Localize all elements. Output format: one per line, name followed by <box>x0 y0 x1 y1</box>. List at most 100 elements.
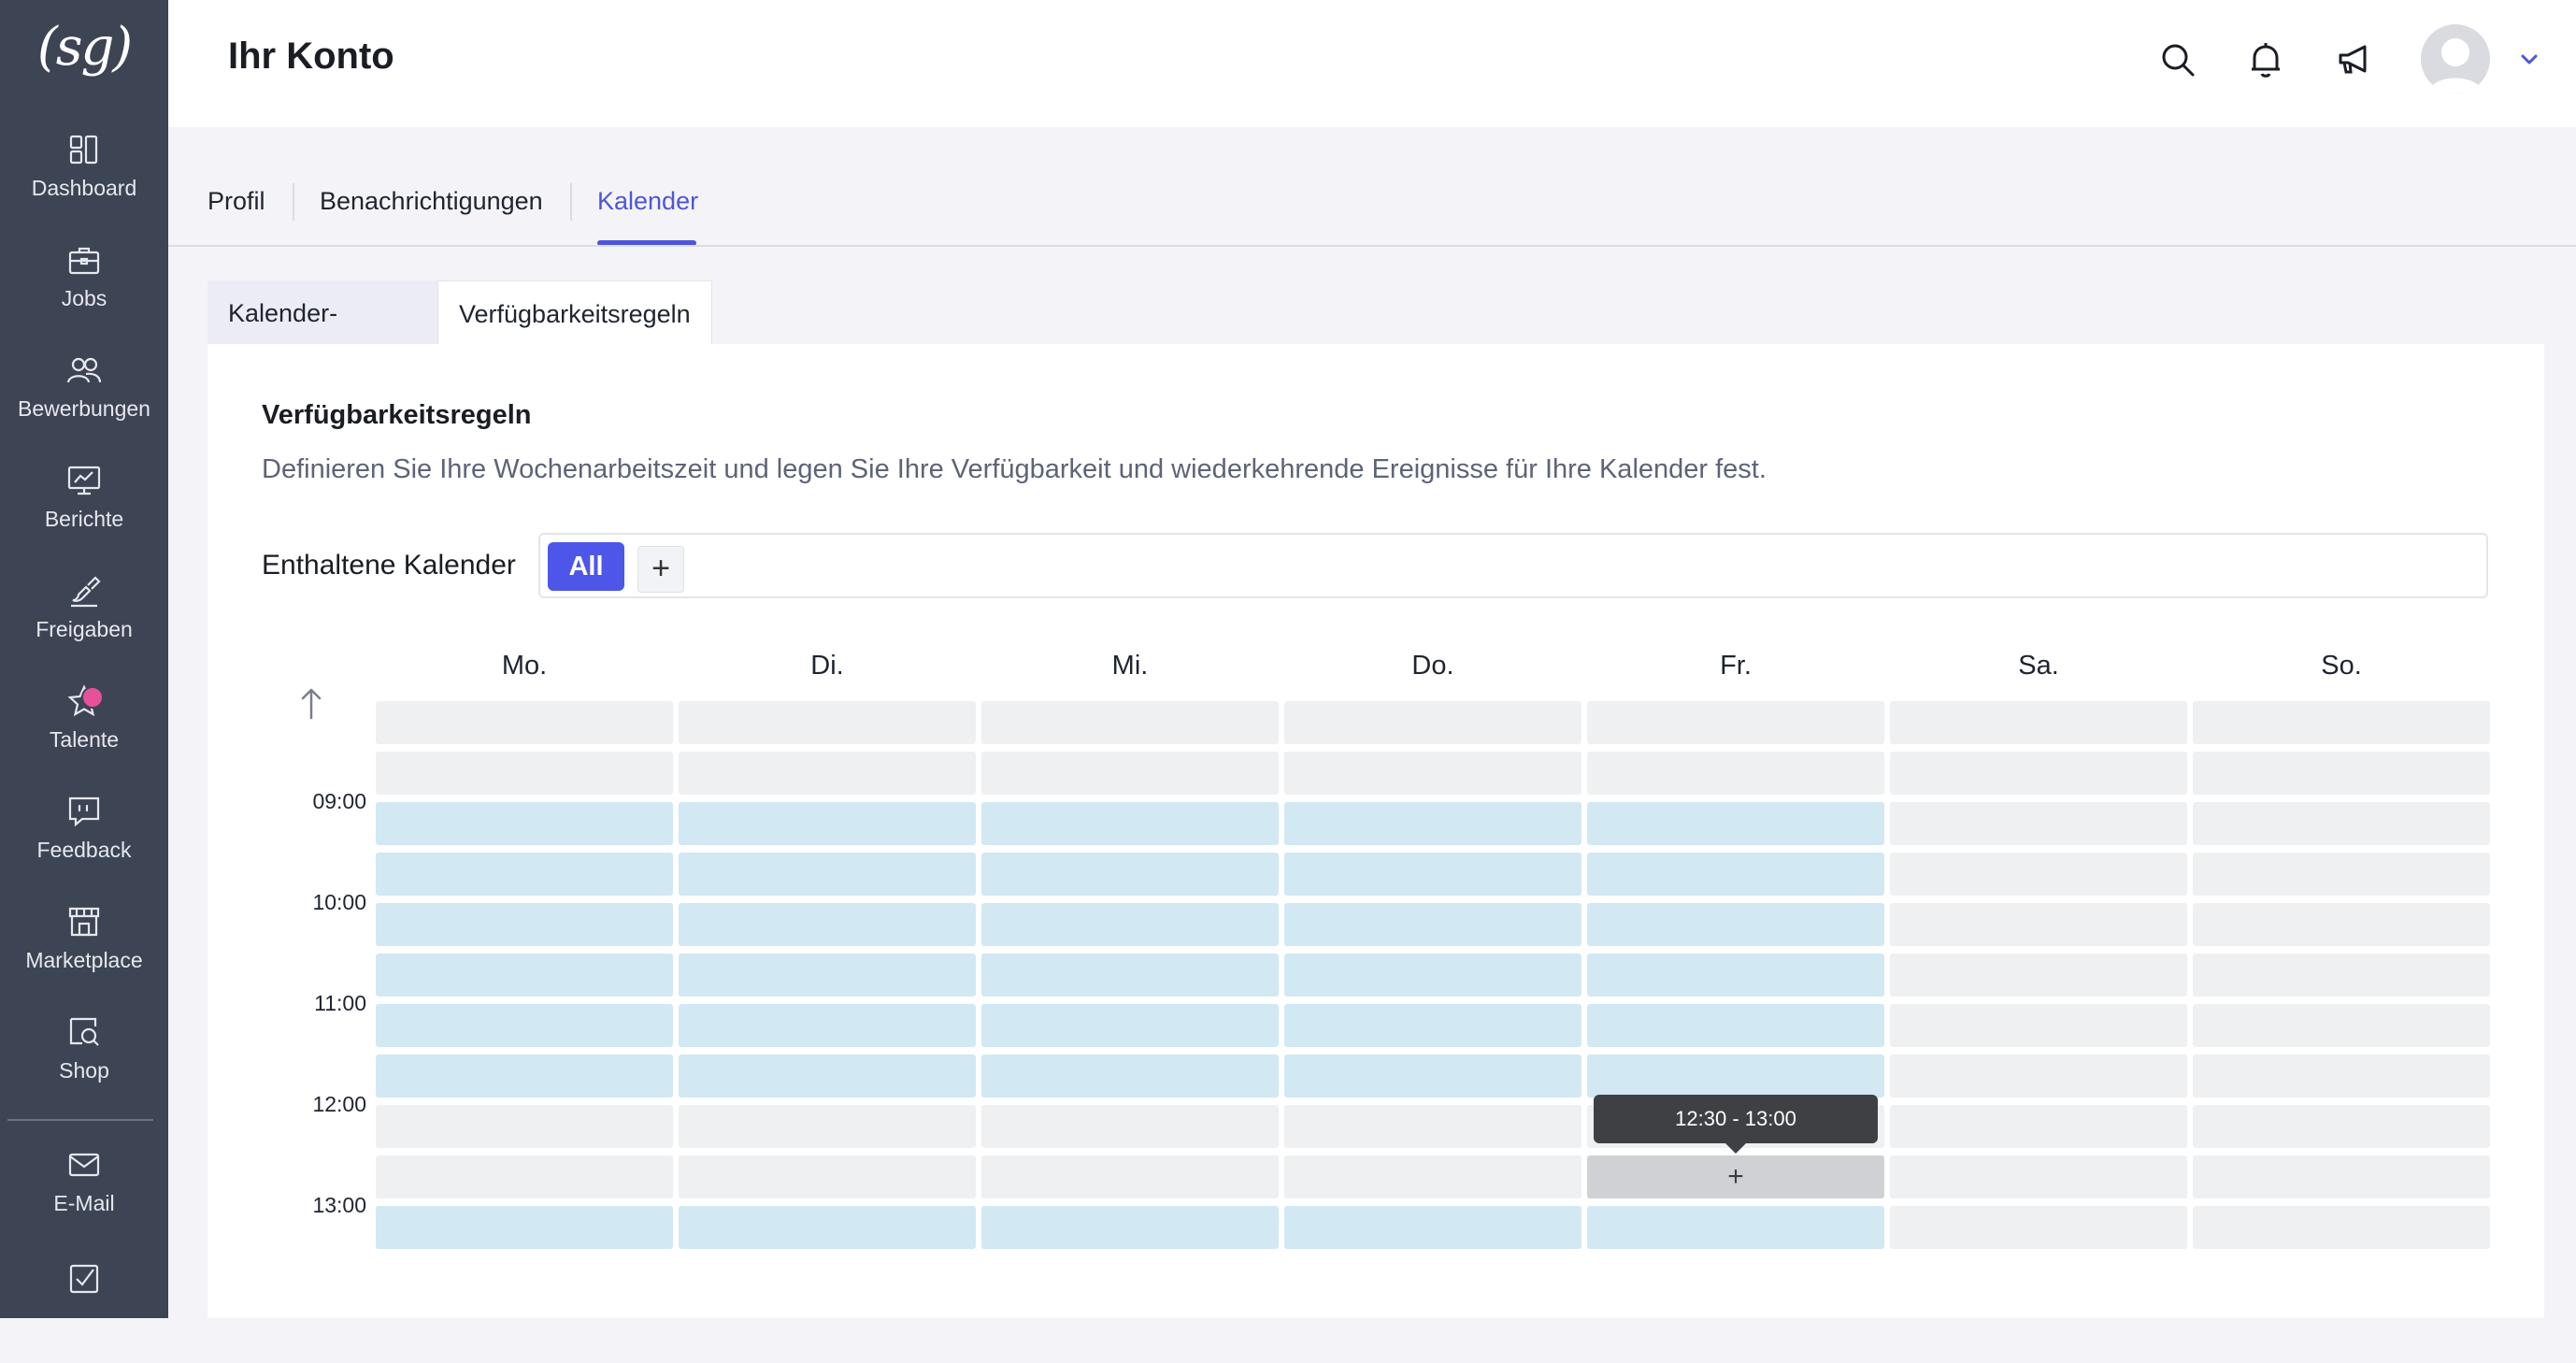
time-slot[interactable] <box>1587 954 1884 997</box>
time-slot[interactable] <box>679 701 976 744</box>
sidebar-item-freigaben[interactable]: Freigaben <box>0 572 168 675</box>
time-slot[interactable] <box>981 954 1279 997</box>
sidebar-item-talente[interactable]: Talente <box>0 682 168 785</box>
time-slot[interactable] <box>1587 752 1884 795</box>
time-slot[interactable] <box>1587 701 1884 744</box>
time-slot[interactable] <box>376 853 673 896</box>
time-slot[interactable] <box>1587 1004 1884 1047</box>
time-slot[interactable] <box>1587 802 1884 845</box>
add-calendar-button[interactable]: + <box>637 546 684 593</box>
time-slot[interactable] <box>981 802 1279 845</box>
time-slot[interactable] <box>1284 752 1581 795</box>
time-slot[interactable] <box>1284 1206 1581 1249</box>
time-slot[interactable] <box>1890 701 2187 744</box>
time-slot[interactable] <box>981 1055 1279 1098</box>
sidebar-item-feedback[interactable]: Feedback <box>0 793 168 896</box>
time-slot[interactable] <box>679 752 976 795</box>
time-slot[interactable] <box>376 1055 673 1098</box>
sidebar-item-marketplace[interactable]: Marketplace <box>0 903 168 1006</box>
subtab-verfuegbarkeitsregeln[interactable]: Verfügbarkeitsregeln <box>437 280 712 346</box>
time-slot[interactable] <box>376 701 673 744</box>
time-slot[interactable] <box>2193 853 2490 896</box>
time-slot[interactable] <box>1890 1206 2187 1249</box>
time-slot[interactable] <box>1890 1055 2187 1098</box>
time-slot[interactable] <box>1284 802 1581 845</box>
megaphone-icon[interactable] <box>2331 37 2376 82</box>
tab-benachrichtigungen[interactable]: Benachrichtigungen <box>320 187 543 215</box>
time-slot[interactable] <box>376 1155 673 1198</box>
time-slot[interactable] <box>376 1206 673 1249</box>
time-slot[interactable] <box>376 954 673 997</box>
time-slot[interactable] <box>1284 1055 1581 1098</box>
time-slot[interactable] <box>981 1004 1279 1047</box>
time-slot[interactable] <box>1890 1155 2187 1198</box>
time-slot[interactable] <box>376 1004 673 1047</box>
time-slot[interactable] <box>1587 853 1884 896</box>
time-slot[interactable] <box>679 1004 976 1047</box>
time-slot[interactable] <box>2193 802 2490 845</box>
logo[interactable]: (sg) <box>36 17 133 78</box>
time-slot[interactable] <box>679 954 976 997</box>
time-slot[interactable] <box>981 1105 1279 1148</box>
time-slot[interactable] <box>679 802 976 845</box>
time-slot[interactable] <box>1284 903 1581 946</box>
time-slot[interactable] <box>1587 1055 1884 1098</box>
time-slot[interactable] <box>376 752 673 795</box>
time-slot[interactable] <box>2193 701 2490 744</box>
tab-kalender[interactable]: Kalender <box>597 187 699 215</box>
time-slot[interactable] <box>981 752 1279 795</box>
time-slot[interactable] <box>981 701 1279 744</box>
sidebar-item-jobs[interactable]: Jobs <box>0 241 168 344</box>
time-slot[interactable] <box>1284 853 1581 896</box>
chevron-down-icon[interactable] <box>2516 47 2542 73</box>
time-slot[interactable] <box>1284 1105 1581 1148</box>
sidebar-item-shop[interactable]: Shop <box>0 1013 168 1116</box>
time-slot[interactable] <box>679 903 976 946</box>
time-slot[interactable] <box>2193 752 2490 795</box>
sidebar-item-email[interactable]: E-Mail <box>0 1146 168 1249</box>
time-slot[interactable] <box>1890 853 2187 896</box>
time-slot[interactable] <box>1890 1004 2187 1047</box>
sidebar-item-tasks[interactable] <box>0 1260 168 1363</box>
search-icon[interactable] <box>2155 37 2200 82</box>
time-slot[interactable] <box>1890 903 2187 946</box>
time-slot[interactable] <box>981 853 1279 896</box>
time-slot[interactable] <box>1587 1206 1884 1249</box>
time-slot[interactable] <box>1890 1105 2187 1148</box>
time-slot[interactable] <box>2193 903 2490 946</box>
slot-add-cell[interactable]: + <box>1587 1155 1884 1198</box>
time-slot[interactable] <box>376 1105 673 1148</box>
calendar-chip-all[interactable]: All <box>548 542 624 591</box>
sidebar-item-bewerbungen[interactable]: Bewerbungen <box>0 352 168 454</box>
time-slot[interactable] <box>376 802 673 845</box>
time-slot[interactable] <box>1890 752 2187 795</box>
time-slot[interactable] <box>981 903 1279 946</box>
time-slot[interactable] <box>1890 954 2187 997</box>
time-slot[interactable] <box>2193 1206 2490 1249</box>
time-slot[interactable] <box>2193 1105 2490 1148</box>
sidebar-item-berichte[interactable]: Berichte <box>0 462 168 565</box>
time-slot[interactable] <box>376 903 673 946</box>
bell-icon[interactable] <box>2243 37 2288 82</box>
time-slot[interactable] <box>2193 1004 2490 1047</box>
time-slot[interactable] <box>679 853 976 896</box>
subtab-kalender-konten[interactable]: Kalender-Konten <box>208 280 437 393</box>
time-slot[interactable] <box>679 1206 976 1249</box>
time-slot[interactable] <box>2193 1155 2490 1198</box>
calendars-selector[interactable]: All + <box>538 533 2488 598</box>
time-slot[interactable] <box>1284 701 1581 744</box>
time-slot[interactable] <box>2193 954 2490 997</box>
time-slot[interactable] <box>679 1155 976 1198</box>
time-slot[interactable] <box>981 1206 1279 1249</box>
time-slot[interactable] <box>1284 1155 1581 1198</box>
scroll-up-arrow-icon[interactable] <box>297 684 325 722</box>
time-slot[interactable] <box>2193 1055 2490 1098</box>
time-slot[interactable] <box>981 1155 1279 1198</box>
time-slot[interactable] <box>1284 1004 1581 1047</box>
time-slot[interactable] <box>1587 903 1884 946</box>
avatar[interactable] <box>2421 24 2490 93</box>
time-slot[interactable] <box>1890 802 2187 845</box>
time-slot[interactable] <box>679 1055 976 1098</box>
time-slot[interactable] <box>1284 954 1581 997</box>
sidebar-item-dashboard[interactable]: Dashboard <box>0 131 168 234</box>
